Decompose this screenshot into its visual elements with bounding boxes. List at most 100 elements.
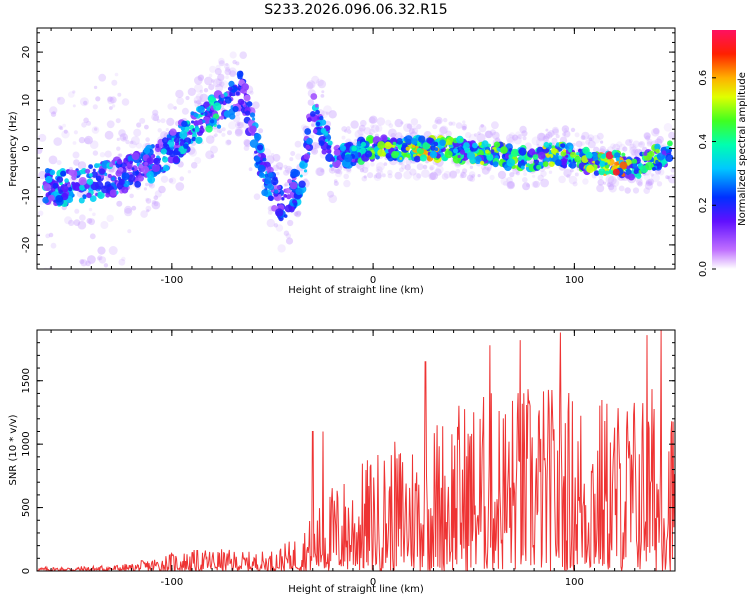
spectrogram-haze-blob (79, 214, 86, 221)
spectrogram-haze-blob (343, 179, 351, 188)
spectrogram-haze-blob (43, 277, 47, 281)
spectrogram-haze-blob (224, 68, 232, 76)
spectrogram-blob (299, 174, 303, 178)
spectrogram-blob (213, 102, 222, 111)
spectrogram-haze-blob (387, 169, 393, 176)
spectrogram-haze-blob (588, 137, 593, 141)
spectrogram-haze-blob (77, 161, 87, 170)
spectrogram-haze-blob (225, 75, 229, 80)
spectrogram-haze-blob (76, 275, 83, 282)
spectrogram-haze-blob (629, 146, 638, 155)
spectrogram-haze-blob (395, 132, 403, 140)
spectrogram-haze-blob (130, 136, 140, 146)
spectrogram-haze-blob (109, 96, 117, 104)
spectrogram-blob (129, 160, 133, 165)
spectrogram-blob (391, 150, 399, 159)
spectrogram-blob (78, 177, 87, 186)
snr-panel: -100 0 100 0 500 1000 1500 Height of straight… (8, 329, 676, 595)
spectrogram-blob (667, 140, 673, 147)
spectrogram-blob (200, 125, 204, 129)
spectrogram-haze-blob (235, 126, 243, 135)
spectrogram-haze-blob (160, 118, 166, 124)
spectrogram-haze-blob (320, 168, 325, 173)
spectrogram-blob (333, 149, 341, 156)
spectrogram-haze-blob (187, 87, 196, 96)
spectrogram-blob (562, 149, 567, 153)
colorbar-tick-label: 0.0 (698, 261, 709, 277)
spectrogram-haze-blob (610, 183, 615, 188)
spectrogram-haze-blob (151, 200, 161, 210)
snr-x-axis-label: Height of straight line (km) (288, 584, 424, 595)
spectrogram-blob (85, 168, 91, 174)
spectrogram-blob (559, 158, 568, 166)
spectrogram-blob (481, 140, 489, 148)
spectrogram-haze-blob (422, 164, 428, 170)
spectrogram-haze-blob (119, 133, 128, 142)
spectrogram-haze-blob (403, 123, 412, 132)
spectrogram-haze-blob (144, 124, 149, 130)
spectrogram-haze-blob (334, 168, 339, 174)
spectrogram-haze-blob (253, 193, 261, 200)
spectrogram-haze-blob (214, 133, 218, 137)
spectrogram-haze-blob (371, 124, 380, 133)
spectrogram-haze-blob (276, 171, 280, 176)
spectrogram-haze-blob (668, 131, 675, 139)
spectrogram-blob (625, 169, 632, 176)
spectrogram-haze-blob (91, 126, 100, 134)
spectrogram-haze-blob (311, 121, 317, 127)
spectrogram-haze-blob (434, 116, 443, 125)
spectrogram-haze-blob (303, 178, 308, 183)
spectrogram-blob (56, 176, 64, 183)
spectrogram-haze-blob (243, 139, 252, 148)
spectrogram-blob (320, 127, 327, 134)
spectrogram-blob (274, 189, 279, 194)
spectrogram-haze-blob (466, 160, 470, 164)
x-tick-label: 0 (370, 577, 376, 588)
spectrogram-haze-blob (646, 180, 650, 185)
spectrogram-blob (298, 180, 306, 188)
spectrogram-blob (655, 159, 659, 164)
y-tick-label: 0 (21, 568, 32, 574)
spectrogram-blob (666, 145, 670, 150)
spectrogram-haze-blob (328, 194, 338, 204)
spectrogram-haze-blob (217, 73, 225, 82)
spectrogram-blob (169, 150, 176, 158)
spectrogram-blob (619, 161, 628, 170)
spectrogram-haze-blob (465, 132, 472, 139)
spectrogram-blob (457, 154, 461, 159)
snr-marks (37, 330, 675, 571)
spectrogram-blob (141, 165, 150, 174)
spectrogram-blob (283, 194, 288, 198)
spectrogram-blob (321, 149, 327, 155)
x-tick-label: 100 (565, 577, 584, 588)
spectrogram-haze-blob (610, 143, 616, 149)
spectrogram-blob (235, 91, 240, 96)
spectrogram-haze-blob (221, 127, 226, 132)
spectrogram-blob (155, 143, 160, 149)
spectrogram-blob (486, 153, 494, 161)
spectrogram-haze-blob (622, 146, 628, 152)
spectrogram-haze-blob (64, 216, 73, 225)
spectrogram-blob (478, 142, 482, 146)
spectrogram-haze-blob (117, 92, 122, 97)
spectrogram-blob (92, 168, 96, 172)
spectrogram-blob (232, 105, 239, 113)
spectrogram-blob (216, 124, 222, 129)
spectrogram-blob (268, 172, 273, 178)
spectrogram-haze-blob (296, 210, 302, 216)
spectrogram-haze-blob (531, 136, 541, 146)
spectrogram-haze-blob (643, 187, 650, 194)
spectrogram-blob (459, 138, 464, 143)
spectrogram-haze-blob (656, 181, 663, 187)
spectrogram-blob (264, 176, 272, 184)
spectrogram-blob (299, 162, 305, 168)
spectrogram-haze-blob (506, 180, 515, 190)
spectrogram-haze-blob (215, 78, 223, 86)
spectrogram-blob (315, 121, 321, 127)
spectrogram-haze-blob (435, 165, 444, 174)
spectrogram-haze-blob (145, 182, 149, 187)
spectrogram-haze-blob (229, 51, 237, 59)
spectrogram-haze-blob (373, 175, 377, 179)
spectrogram-haze-blob (211, 79, 215, 83)
spectrogram-haze-blob (663, 123, 673, 132)
